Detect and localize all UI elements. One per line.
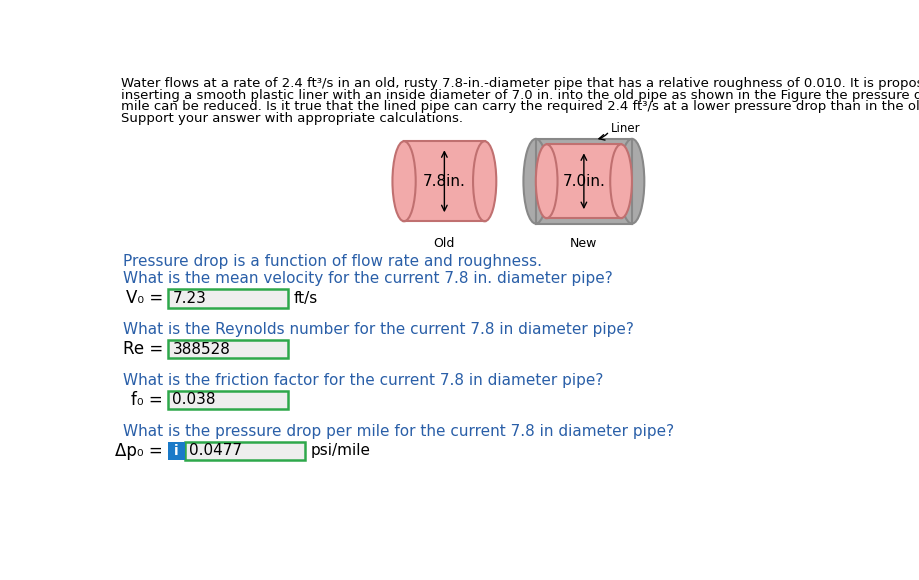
Text: f₀ =: f₀ = [131,391,163,409]
Text: i: i [174,444,178,458]
Ellipse shape [392,141,415,222]
Text: Pressure drop is a function of flow rate and roughness.: Pressure drop is a function of flow rate… [122,255,541,269]
Text: What is the friction factor for the current 7.8 in diameter pipe?: What is the friction factor for the curr… [122,373,603,388]
Bar [167,391,288,409]
Text: psi/mile: psi/mile [311,443,370,458]
Text: Support your answer with appropriate calculations.: Support your answer with appropriate cal… [121,112,462,125]
Text: Δp₀ =: Δp₀ = [115,442,163,460]
Ellipse shape [535,144,557,218]
Text: Water flows at a rate of 2.4 ft³/s in an old, rusty 7.8-in.-diameter pipe that h: Water flows at a rate of 2.4 ft³/s in an… [121,77,919,90]
Text: 7.23: 7.23 [172,291,206,306]
Text: ft/s: ft/s [294,291,318,306]
Text: 388528: 388528 [172,342,230,357]
Text: What is the pressure drop per mile for the current 7.8 in diameter pipe?: What is the pressure drop per mile for t… [122,424,673,439]
Bar [167,340,288,358]
Text: inserting a smooth plastic liner with an inside diameter of 7.0 in. into the old: inserting a smooth plastic liner with an… [121,89,919,102]
Ellipse shape [609,144,631,218]
Text: Re =: Re = [122,340,163,358]
Text: 0.0477: 0.0477 [189,443,242,458]
Text: What is the Reynolds number for the current 7.8 in diameter pipe?: What is the Reynolds number for the curr… [122,322,633,337]
Bar [185,441,304,460]
Text: Old: Old [433,237,455,249]
Bar [403,141,484,222]
Text: 0.038: 0.038 [172,393,216,407]
Bar [167,441,185,460]
Text: V₀ =: V₀ = [126,289,163,307]
Ellipse shape [618,139,643,224]
Text: What is the mean velocity for the current 7.8 in. diameter pipe?: What is the mean velocity for the curren… [122,271,612,287]
Bar [535,139,631,224]
Ellipse shape [472,141,495,222]
Text: 7.0in.: 7.0in. [562,174,605,188]
Text: New: New [570,237,597,249]
Text: mile can be reduced. Is it true that the lined pipe can carry the required 2.4 f: mile can be reduced. Is it true that the… [121,100,919,114]
Bar [546,144,620,218]
Ellipse shape [523,139,548,224]
Text: 7.8in.: 7.8in. [423,174,465,188]
Bar [167,289,288,307]
Text: Liner: Liner [610,122,640,135]
